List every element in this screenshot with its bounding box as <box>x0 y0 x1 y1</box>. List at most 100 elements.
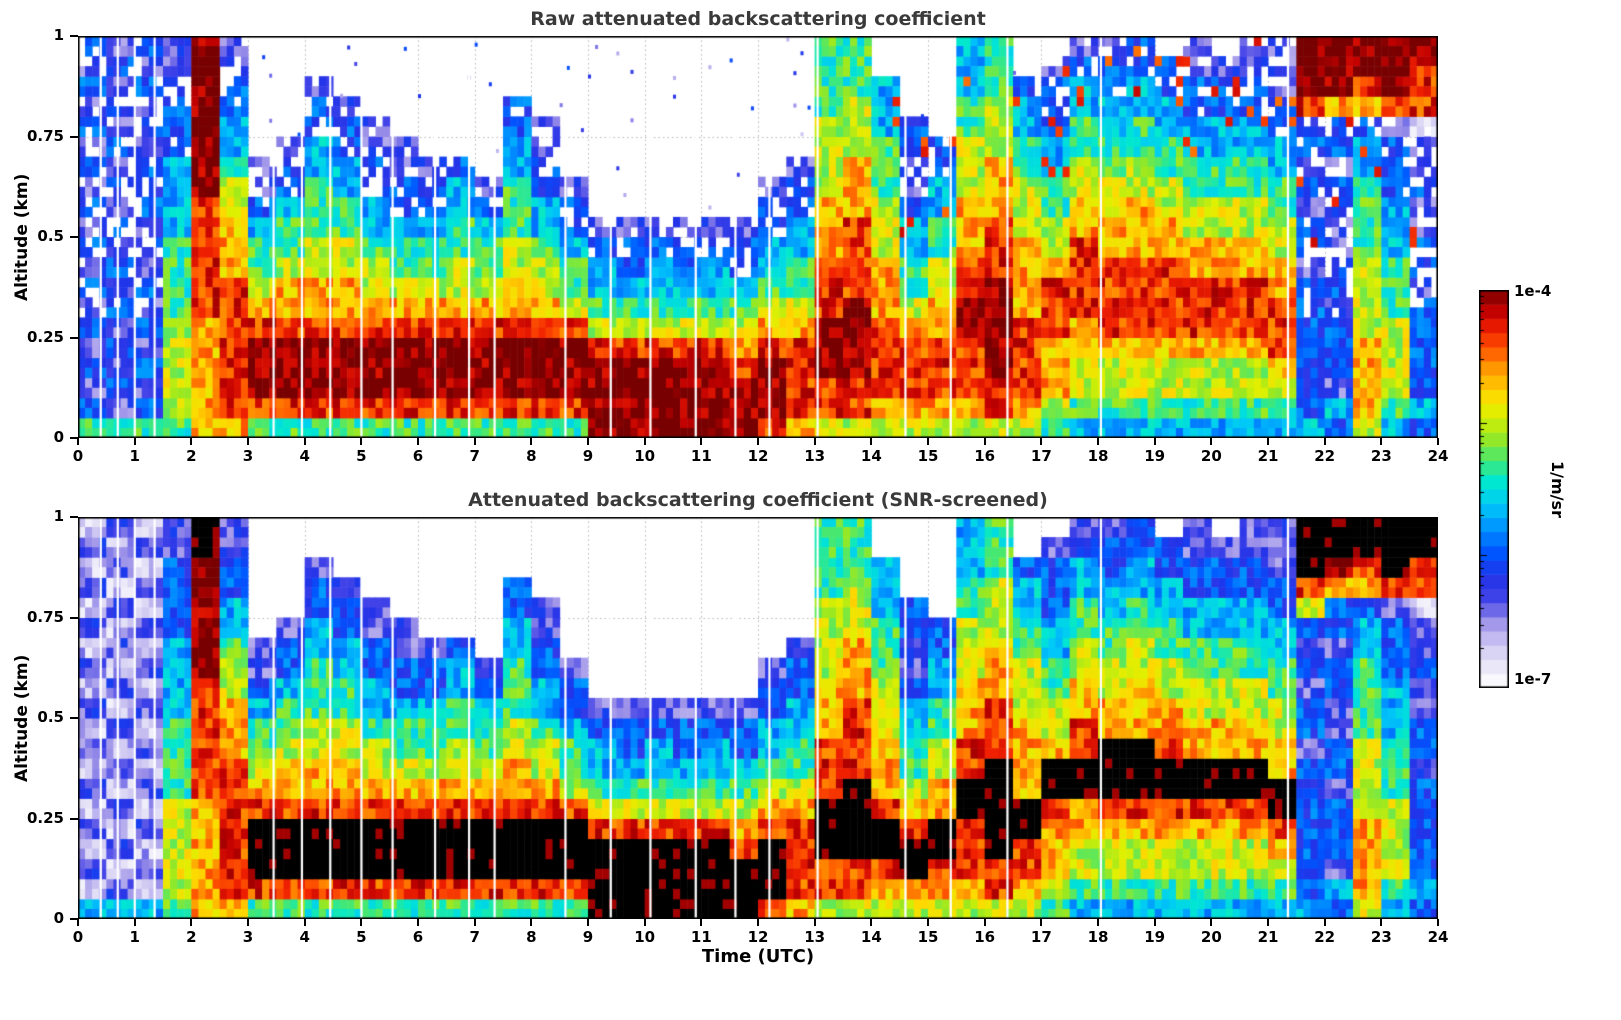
x-tick-mark <box>1153 438 1156 445</box>
x-tick-mark <box>303 438 306 445</box>
x-tick-label: 13 <box>804 447 826 465</box>
x-tick-label: 12 <box>747 928 769 946</box>
x-tick-mark <box>247 919 249 926</box>
x-tick-label: 0 <box>72 447 84 465</box>
y-tick-mark <box>70 817 78 820</box>
x-tick-mark <box>360 438 363 445</box>
x-tick-label: 9 <box>582 447 594 465</box>
y-tick-label: 1 <box>53 507 64 525</box>
y-tick-label: 1 <box>53 26 64 44</box>
y-tick-label: 0.25 <box>26 327 64 346</box>
y-tick-mark <box>70 717 78 719</box>
x-tick-label: 2 <box>186 928 197 946</box>
colorbar-max-label: 1e-4 <box>1514 282 1552 300</box>
y-tick-label: 0.75 <box>26 126 64 145</box>
x-tick-label: 14 <box>860 928 882 946</box>
x-tick-mark <box>1437 438 1439 445</box>
x-tick-label: 23 <box>1370 447 1392 465</box>
x-tick-label: 13 <box>804 928 826 946</box>
x-tick-mark <box>983 438 986 445</box>
x-tick-mark <box>190 438 193 445</box>
x-tick-mark <box>530 438 533 445</box>
x-tick-label: 6 <box>412 447 424 465</box>
x-tick-label: 11 <box>690 928 712 946</box>
x-tick-mark <box>303 919 306 926</box>
x-tick-mark <box>927 919 929 926</box>
x-tick-label: 18 <box>1087 447 1109 465</box>
x-tick-mark <box>1267 919 1269 926</box>
x-tick-label: 12 <box>747 447 769 465</box>
x-tick-label: 7 <box>469 928 480 946</box>
x-tick-label: 20 <box>1200 928 1222 946</box>
x-tick-mark <box>473 438 476 445</box>
x-tick-label: 4 <box>299 928 310 946</box>
x-tick-mark <box>643 438 646 445</box>
y-tick-mark <box>70 516 78 518</box>
y-tick-label: 0.5 <box>37 227 64 245</box>
x-tick-mark <box>700 919 703 926</box>
x-tick-mark <box>870 438 873 445</box>
x-tick-label: 15 <box>917 928 939 946</box>
x-tick-mark <box>77 438 79 445</box>
x-tick-label: 4 <box>299 447 310 465</box>
x-tick-mark <box>1210 919 1213 926</box>
x-tick-label: 5 <box>356 928 367 946</box>
y-tick-mark <box>70 616 78 619</box>
x-tick-mark <box>1097 919 1099 926</box>
x-tick-mark <box>1323 919 1326 926</box>
x-tick-mark <box>927 438 929 445</box>
colorbar-min-label: 1e-7 <box>1514 670 1552 688</box>
x-tick-label: 10 <box>634 447 656 465</box>
y-tick-mark <box>70 437 78 439</box>
x-tick-mark <box>587 919 589 926</box>
y-tick-label: 0.25 <box>26 808 64 827</box>
x-tick-label: 10 <box>634 928 656 946</box>
x-tick-label: 17 <box>1030 928 1052 946</box>
x-tick-label: 0 <box>72 928 84 946</box>
x-tick-label: 7 <box>469 447 480 465</box>
x-tick-mark <box>1210 438 1213 445</box>
x-tick-mark <box>700 438 703 445</box>
x-tick-label: 6 <box>412 928 424 946</box>
x-tick-mark <box>1153 919 1156 926</box>
x-tick-mark <box>473 919 476 926</box>
x-tick-mark <box>813 919 816 926</box>
x-tick-label: 8 <box>526 928 537 946</box>
x-tick-label: 22 <box>1314 928 1336 946</box>
x-tick-mark <box>643 919 646 926</box>
x-tick-label: 24 <box>1427 447 1449 465</box>
panel-title-screened: Attenuated backscattering coefficient (S… <box>468 489 1048 511</box>
x-tick-mark <box>1040 919 1043 926</box>
x-tick-label: 11 <box>690 447 712 465</box>
x-tick-label: 1 <box>129 447 140 465</box>
x-tick-label: 20 <box>1200 447 1222 465</box>
x-tick-mark <box>360 919 363 926</box>
y-tick-mark <box>70 236 78 238</box>
y-tick-label: 0 <box>53 428 64 446</box>
x-tick-mark <box>813 438 816 445</box>
x-tick-mark <box>983 919 986 926</box>
x-tick-label: 19 <box>1144 928 1166 946</box>
x-tick-label: 24 <box>1427 928 1449 946</box>
colorbar <box>1479 290 1509 688</box>
y-tick-mark <box>70 135 78 138</box>
x-tick-label: 5 <box>356 447 367 465</box>
x-tick-mark <box>1097 438 1099 445</box>
x-tick-mark <box>417 919 419 926</box>
x-tick-mark <box>530 919 533 926</box>
x-tick-mark <box>1380 919 1383 926</box>
colorbar-axis-label: 1/m/sr <box>1548 460 1567 518</box>
x-tick-label: 16 <box>974 928 996 946</box>
x-tick-label: 19 <box>1144 447 1166 465</box>
x-tick-label: 21 <box>1257 928 1279 946</box>
x-tick-label: 23 <box>1370 928 1392 946</box>
x-tick-label: 9 <box>582 928 594 946</box>
x-tick-mark <box>587 438 589 445</box>
y-tick-mark <box>70 35 78 37</box>
x-tick-mark <box>190 919 193 926</box>
x-tick-label: 1 <box>129 928 140 946</box>
x-tick-mark <box>1323 438 1326 445</box>
x-tick-mark <box>757 919 759 926</box>
x-tick-mark <box>133 919 136 926</box>
